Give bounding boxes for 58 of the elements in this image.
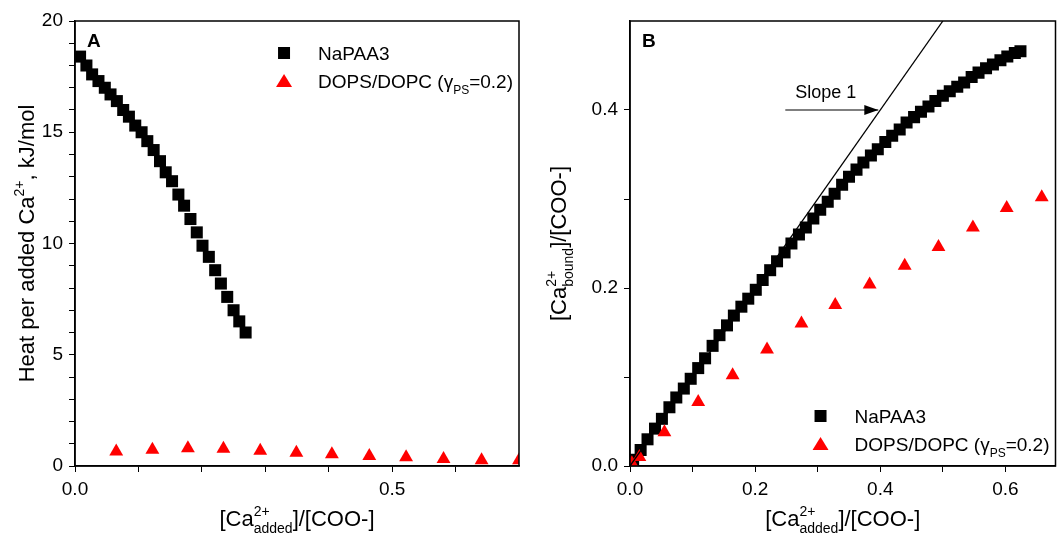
point [227, 304, 240, 317]
point [190, 226, 203, 239]
point [794, 315, 809, 328]
y-tick-label: 0.0 [591, 454, 618, 476]
x-tick-label: 0.5 [378, 477, 406, 499]
point [362, 447, 377, 460]
y-tick-label: 0.4 [591, 98, 619, 120]
point [196, 239, 209, 252]
point [965, 219, 980, 232]
point [184, 213, 197, 226]
x-tick-label: 0.2 [741, 477, 769, 499]
point [239, 326, 252, 339]
point [1034, 189, 1049, 202]
point [216, 440, 231, 453]
y-tick-label: 15 [41, 120, 63, 142]
y-axis-title: [Ca2+bound]/[COO-] [543, 165, 576, 322]
point [657, 424, 672, 437]
x-tick-label: 0.0 [616, 477, 644, 499]
point [202, 250, 215, 263]
point [862, 276, 877, 289]
point [214, 277, 227, 290]
annotation: Slope 1 [795, 82, 857, 102]
point [153, 155, 167, 168]
point [399, 449, 414, 462]
legend-label: NaPAA3 [854, 406, 926, 427]
point [691, 393, 706, 406]
point [166, 175, 179, 188]
annotation: A [87, 30, 101, 51]
y-axis-title: Heat per added Ca2+, kJ/mol [11, 104, 39, 383]
point [474, 452, 489, 465]
y-tick-label: 5 [52, 342, 63, 364]
x-tick-label: 0.4 [867, 477, 894, 499]
point [253, 442, 268, 455]
point [289, 444, 304, 457]
point [828, 296, 843, 309]
point [147, 144, 160, 157]
point [178, 199, 191, 212]
point [931, 239, 946, 252]
point [233, 315, 246, 328]
point [897, 257, 912, 270]
point [436, 451, 451, 464]
point [324, 446, 339, 459]
y-tick-label: 0.2 [591, 276, 618, 298]
annotation: B [642, 30, 656, 51]
point [172, 188, 185, 201]
y-tick-label: 10 [41, 231, 63, 253]
point [180, 440, 195, 453]
point [209, 264, 222, 277]
point [1014, 45, 1027, 58]
point [725, 367, 740, 380]
point [221, 290, 234, 303]
point [109, 443, 124, 456]
x-tick-label: 0.6 [992, 477, 1019, 499]
point [145, 441, 160, 454]
y-tick-label: 0 [52, 454, 63, 476]
point [760, 341, 774, 354]
legend-label: NaPAA3 [318, 43, 390, 64]
y-tick-label: 20 [41, 9, 63, 31]
